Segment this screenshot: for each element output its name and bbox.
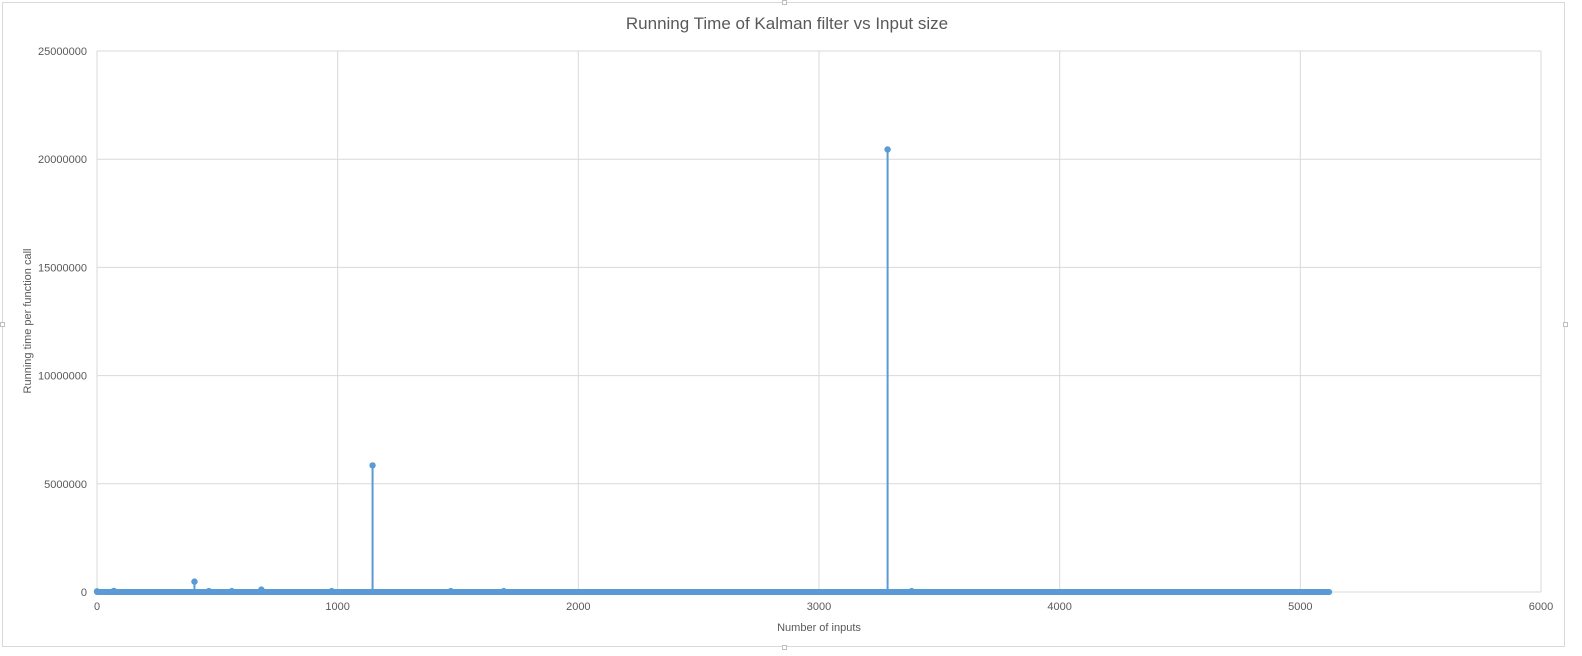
y-axis-label: Running time per function call: [22, 249, 34, 394]
y-tick-label: 20000000: [38, 154, 87, 166]
data-point: [369, 462, 376, 469]
x-axis-tick-labels: 0 1000 2000 3000 4000 5000 6000: [94, 601, 1553, 613]
x-tick-label: 1000: [325, 601, 349, 613]
x-tick-label: 5000: [1288, 601, 1312, 613]
data-point: [884, 146, 891, 153]
data-point: [93, 588, 101, 595]
x-tick-label: 0: [94, 601, 100, 613]
x-axis-label: Number of inputs: [777, 622, 861, 634]
data-point: [908, 587, 915, 595]
y-tick-label: 5000000: [44, 479, 87, 491]
data-point: [258, 586, 265, 593]
chart-area: [2, 2, 1565, 647]
y-tick-label: 15000000: [38, 262, 87, 274]
resize-handle-bottom[interactable]: [782, 645, 787, 650]
x-tick-label: 6000: [1529, 601, 1553, 613]
data-point: [500, 587, 507, 595]
y-tick-label: 0: [81, 587, 87, 599]
y-tick-label: 10000000: [38, 371, 87, 383]
chart-title: Running Time of Kalman filter vs Input s…: [626, 14, 948, 33]
data-point: [328, 587, 335, 595]
data-point: [110, 587, 118, 595]
x-tick-label: 3000: [807, 601, 831, 613]
x-tick-label: 2000: [566, 601, 590, 613]
x-tick-label: 4000: [1047, 601, 1071, 613]
data-point: [228, 587, 235, 595]
y-tick-label: 25000000: [38, 46, 87, 58]
resize-handle-right[interactable]: [1563, 322, 1568, 327]
data-point: [205, 587, 213, 595]
y-axis-tick-labels: 0 5000000 10000000 15000000 20000000 25000000: [38, 46, 87, 599]
data-point: [191, 578, 198, 585]
resize-handle-top[interactable]: [782, 0, 787, 5]
plot-area: [93, 146, 1333, 595]
resize-handle-left[interactable]: [0, 322, 5, 327]
gridlines: [96, 50, 1542, 593]
data-point: [447, 587, 454, 595]
